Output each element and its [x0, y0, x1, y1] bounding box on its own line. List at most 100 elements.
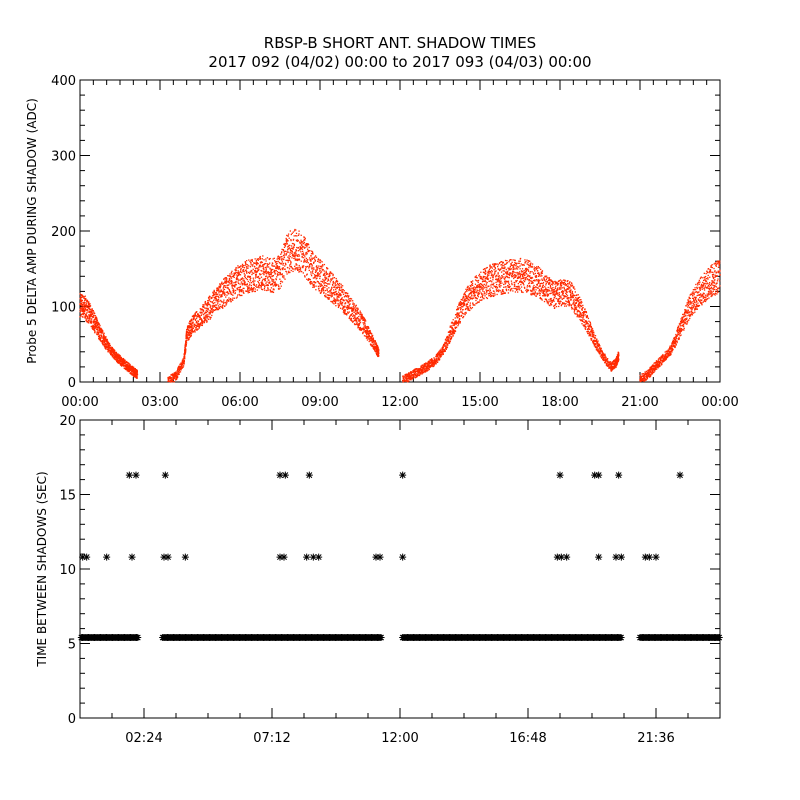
data-point	[504, 277, 507, 279]
data-point	[191, 328, 194, 330]
data-point	[171, 379, 174, 382]
data-point	[208, 315, 210, 318]
data-point	[464, 300, 467, 302]
data-point	[225, 300, 228, 302]
data-point	[316, 275, 318, 277]
data-point	[84, 304, 87, 306]
data-point	[130, 372, 132, 374]
data-point	[407, 373, 410, 375]
data-point	[467, 288, 469, 290]
data-point	[181, 360, 184, 362]
data-point	[117, 353, 119, 355]
data-point	[94, 331, 96, 334]
data-point	[345, 292, 348, 294]
data-point	[317, 260, 319, 263]
data-point	[438, 359, 441, 361]
data-point	[94, 330, 96, 332]
data-point	[220, 300, 222, 303]
data-point	[87, 306, 89, 308]
data-point	[475, 275, 477, 277]
data-point	[84, 305, 87, 307]
data-point	[265, 275, 267, 278]
data-point	[223, 282, 225, 284]
data-point	[218, 292, 220, 294]
data-point	[283, 246, 286, 249]
data-point	[432, 360, 435, 362]
data-point	[222, 304, 224, 306]
data-point	[220, 290, 222, 292]
data-point	[368, 336, 371, 338]
data-point	[497, 276, 500, 278]
data-point	[334, 299, 336, 301]
data-point	[262, 265, 264, 267]
data-point	[513, 271, 515, 273]
data-point	[501, 264, 503, 266]
data-point	[462, 296, 464, 299]
data-point	[319, 269, 321, 272]
data-point	[332, 277, 334, 279]
data-point	[471, 295, 473, 297]
data-point	[116, 358, 118, 361]
data-point	[257, 269, 260, 272]
data-point	[348, 303, 351, 306]
data-point	[455, 313, 457, 316]
x-tick-label: 00:00	[701, 395, 738, 410]
data-point	[325, 278, 327, 280]
data-point	[171, 381, 173, 383]
data-point	[510, 264, 512, 266]
data-point	[343, 290, 345, 292]
data-point	[342, 291, 344, 294]
data-point	[305, 254, 307, 256]
data-point	[516, 271, 518, 274]
data-point	[332, 299, 335, 301]
data-point	[282, 267, 284, 269]
data-point	[377, 351, 380, 353]
data-point	[100, 327, 102, 330]
data-point	[311, 251, 314, 253]
data-point	[193, 317, 195, 319]
data-point	[507, 276, 509, 279]
data-point	[294, 228, 296, 231]
data-point	[212, 306, 214, 308]
data-point	[269, 268, 271, 270]
data-point	[321, 266, 323, 268]
data-point	[447, 336, 449, 338]
data-point	[82, 316, 84, 318]
data-point	[87, 322, 90, 324]
data-point	[508, 273, 510, 275]
data-point	[83, 312, 85, 314]
data-point	[478, 301, 480, 303]
data-point	[99, 329, 101, 332]
data-point	[353, 323, 356, 325]
data-point	[267, 288, 269, 290]
data-point	[287, 259, 290, 262]
data-point	[231, 270, 233, 272]
data-point	[196, 325, 198, 327]
data-point	[459, 318, 461, 320]
data-point	[344, 309, 346, 311]
data-point	[445, 342, 447, 345]
data-point	[79, 308, 82, 310]
data-point	[190, 324, 192, 326]
data-point	[185, 344, 187, 346]
data-point	[352, 317, 355, 320]
data-point	[213, 296, 215, 299]
data-point	[457, 323, 460, 325]
data-point	[330, 294, 332, 296]
data-point	[223, 284, 225, 287]
data-point	[278, 274, 280, 276]
data-point	[413, 376, 415, 378]
data-point	[258, 287, 260, 289]
data-point	[227, 299, 229, 301]
data-point	[432, 359, 434, 362]
data-point	[500, 268, 502, 270]
data-point	[297, 266, 299, 269]
data-point	[376, 353, 378, 356]
data-point	[294, 259, 296, 261]
data-point	[363, 329, 366, 331]
data-point	[346, 295, 348, 297]
data-point	[256, 289, 259, 291]
data-point	[189, 323, 191, 326]
data-point	[285, 237, 287, 240]
